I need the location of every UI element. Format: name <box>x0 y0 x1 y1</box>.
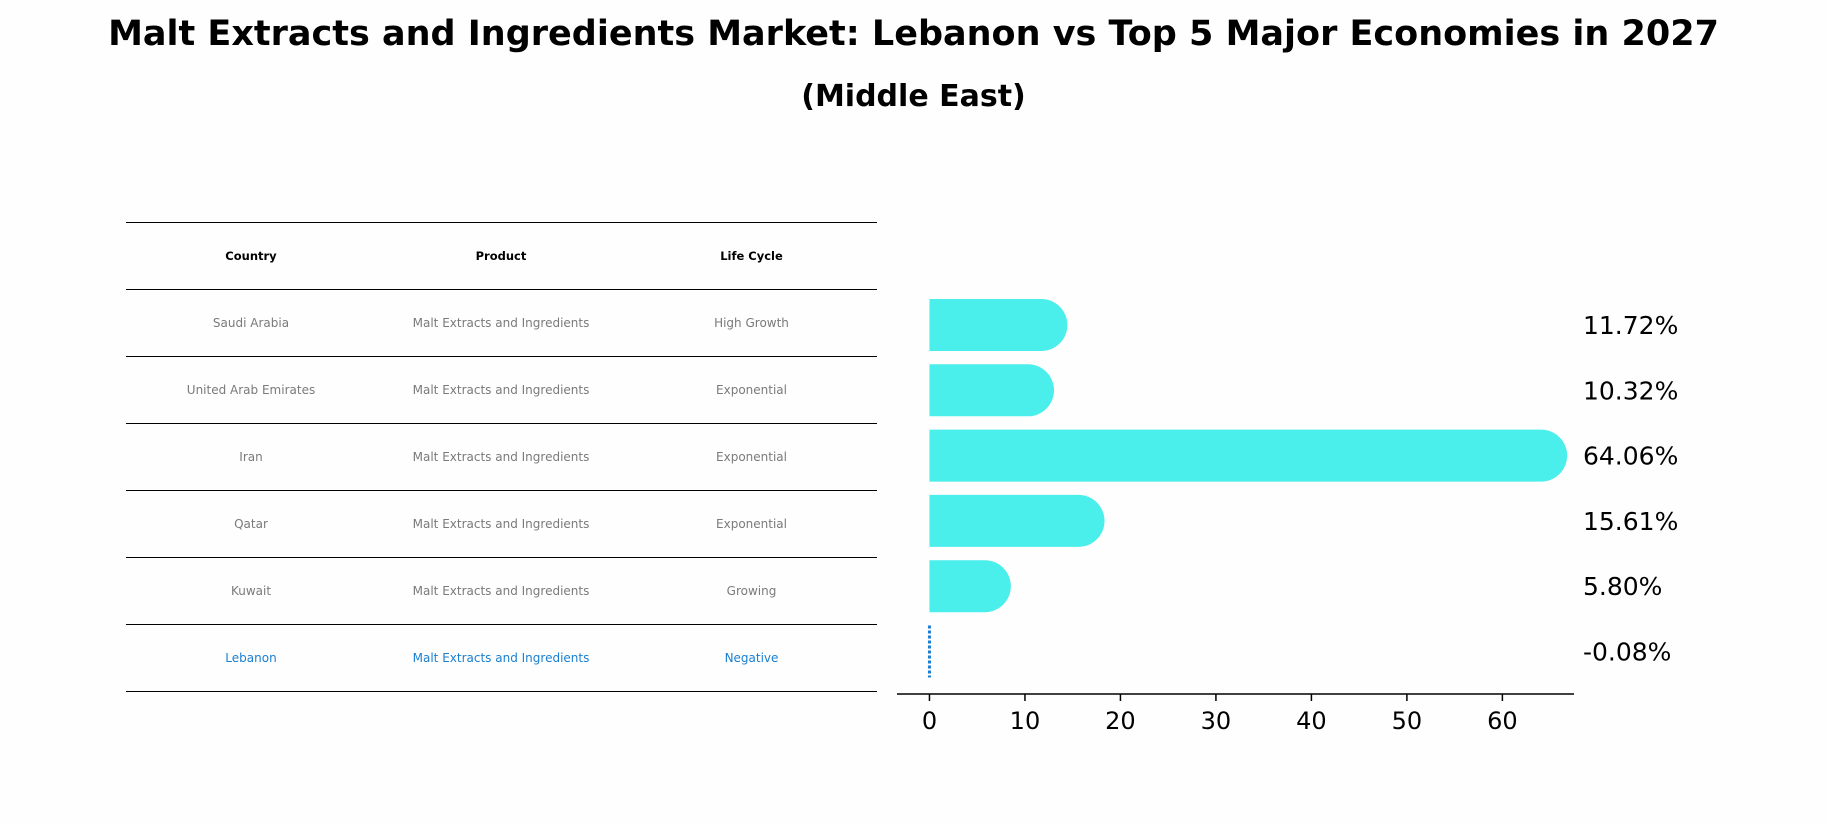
life-cycle-cell: Negative <box>724 651 779 665</box>
x-tick-label: 40 <box>1296 707 1327 735</box>
table-row: United Arab Emirates Malt Extracts and I… <box>126 356 877 423</box>
header-country: Country <box>225 249 277 263</box>
value-label: 64.06% <box>1583 442 1678 471</box>
product-cell: Malt Extracts and Ingredients <box>412 316 590 330</box>
product-cell: Malt Extracts and Ingredients <box>412 584 590 598</box>
header-life-cycle: Life Cycle <box>720 249 783 263</box>
value-label: 11.72% <box>1583 311 1678 340</box>
table-header-row: Country Product Life Cycle <box>126 222 877 289</box>
table-row: Iran Malt Extracts and Ingredients Expon… <box>126 423 877 490</box>
country-cell: Lebanon <box>225 651 277 665</box>
life-cycle-cell: Exponential <box>716 517 787 531</box>
x-tick-label: 30 <box>1201 707 1232 735</box>
product-cell: Malt Extracts and Ingredients <box>412 517 590 531</box>
table-row: Kuwait Malt Extracts and Ingredients Gro… <box>126 557 877 624</box>
chart-title: Malt Extracts and Ingredients Market: Le… <box>108 14 1719 54</box>
x-tick-label: 10 <box>1010 707 1041 735</box>
country-cell: Kuwait <box>230 584 272 598</box>
chart-subtitle: (Middle East) <box>801 79 1026 114</box>
table-row-highlighted: Lebanon Malt Extracts and Ingredients Ne… <box>126 624 877 692</box>
bar-2 <box>929 364 1055 417</box>
life-cycle-cell: Exponential <box>716 450 787 464</box>
table-row: Saudi Arabia Malt Extracts and Ingredien… <box>126 289 877 356</box>
x-tick-label: 50 <box>1392 707 1423 735</box>
header-product: Product <box>475 249 527 263</box>
product-cell: Malt Extracts and Ingredients <box>412 383 590 397</box>
x-tick-label: 60 <box>1487 707 1518 735</box>
value-label: -0.08% <box>1583 638 1671 667</box>
country-cell: United Arab Emirates <box>186 383 316 397</box>
x-tick-label: 20 <box>1105 707 1136 735</box>
value-label: 10.32% <box>1583 376 1678 405</box>
bar-3 <box>929 429 1568 482</box>
bar-1 <box>929 299 1068 351</box>
life-cycle-cell: Exponential <box>716 383 787 397</box>
x-tick-label: 0 <box>922 707 937 735</box>
value-label: 5.80% <box>1583 572 1662 601</box>
product-cell: Malt Extracts and Ingredients <box>412 651 590 665</box>
table-row: Qatar Malt Extracts and Ingredients Expo… <box>126 490 877 557</box>
bar-4 <box>929 494 1105 547</box>
country-cell: Iran <box>239 450 263 464</box>
product-cell: Malt Extracts and Ingredients <box>412 450 590 464</box>
market-table: Country Product Life Cycle Saudi Arabia … <box>126 222 877 692</box>
life-cycle-cell: Growing <box>726 584 777 598</box>
country-cell: Saudi Arabia <box>212 316 290 330</box>
value-label: 15.61% <box>1583 507 1678 536</box>
bar-5 <box>929 560 1011 613</box>
country-cell: Qatar <box>234 517 268 531</box>
life-cycle-cell: High Growth <box>714 316 789 330</box>
